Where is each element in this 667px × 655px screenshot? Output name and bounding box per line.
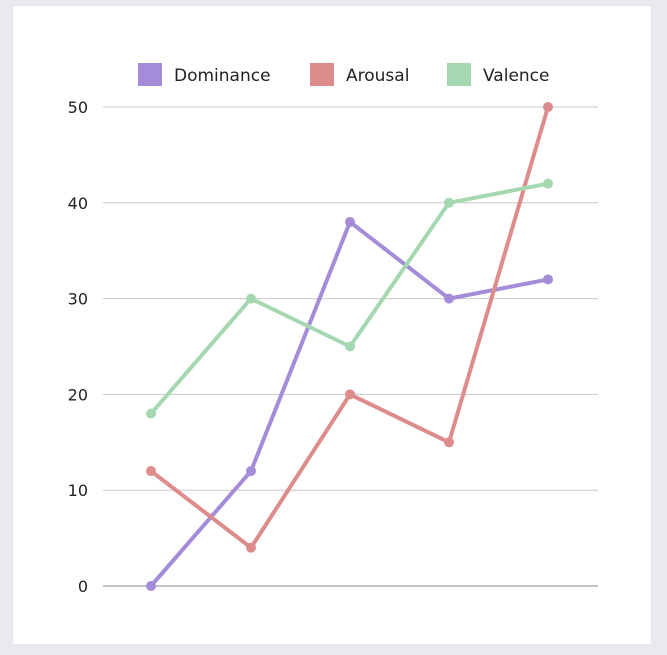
- data-point-dominance[interactable]: [345, 216, 355, 227]
- data-point-dominance[interactable]: [543, 274, 553, 285]
- legend-label: Dominance: [174, 66, 271, 86]
- data-point-arousal[interactable]: [444, 437, 454, 448]
- y-tick-label: 0: [78, 577, 88, 596]
- y-tick-label: 40: [68, 194, 88, 213]
- legend-item-arousal[interactable]: Arousal: [310, 63, 409, 86]
- legend-swatch: [310, 63, 334, 86]
- series-points: [146, 102, 553, 591]
- data-point-valence[interactable]: [444, 197, 454, 208]
- y-tick-label: 50: [68, 98, 88, 117]
- legend-swatch: [138, 63, 162, 86]
- legend-label: Valence: [483, 66, 550, 86]
- y-tick-label: 20: [68, 385, 88, 404]
- y-tick-label: 30: [68, 290, 88, 309]
- legend-item-dominance[interactable]: Dominance: [138, 63, 271, 86]
- data-point-valence[interactable]: [345, 341, 355, 352]
- data-point-valence[interactable]: [246, 293, 256, 304]
- legend-item-valence[interactable]: Valence: [447, 63, 550, 86]
- data-point-dominance[interactable]: [444, 293, 454, 304]
- legend-swatch: [447, 63, 471, 86]
- legend-label: Arousal: [346, 66, 409, 86]
- data-point-valence[interactable]: [146, 408, 156, 419]
- series-line-dominance: [149, 219, 550, 588]
- data-point-dominance[interactable]: [146, 581, 156, 591]
- data-point-arousal[interactable]: [345, 389, 355, 400]
- data-point-valence[interactable]: [543, 178, 553, 189]
- data-point-arousal[interactable]: [146, 466, 156, 477]
- data-point-dominance[interactable]: [246, 466, 256, 477]
- legend: Dominance Arousal Valence: [138, 63, 550, 86]
- y-axis-tick-labels: 0 10 20 30 40 50: [68, 98, 88, 596]
- data-point-arousal[interactable]: [543, 102, 553, 112]
- series-line-arousal: [149, 105, 550, 550]
- y-tick-label: 10: [68, 481, 88, 500]
- data-point-arousal[interactable]: [246, 542, 256, 553]
